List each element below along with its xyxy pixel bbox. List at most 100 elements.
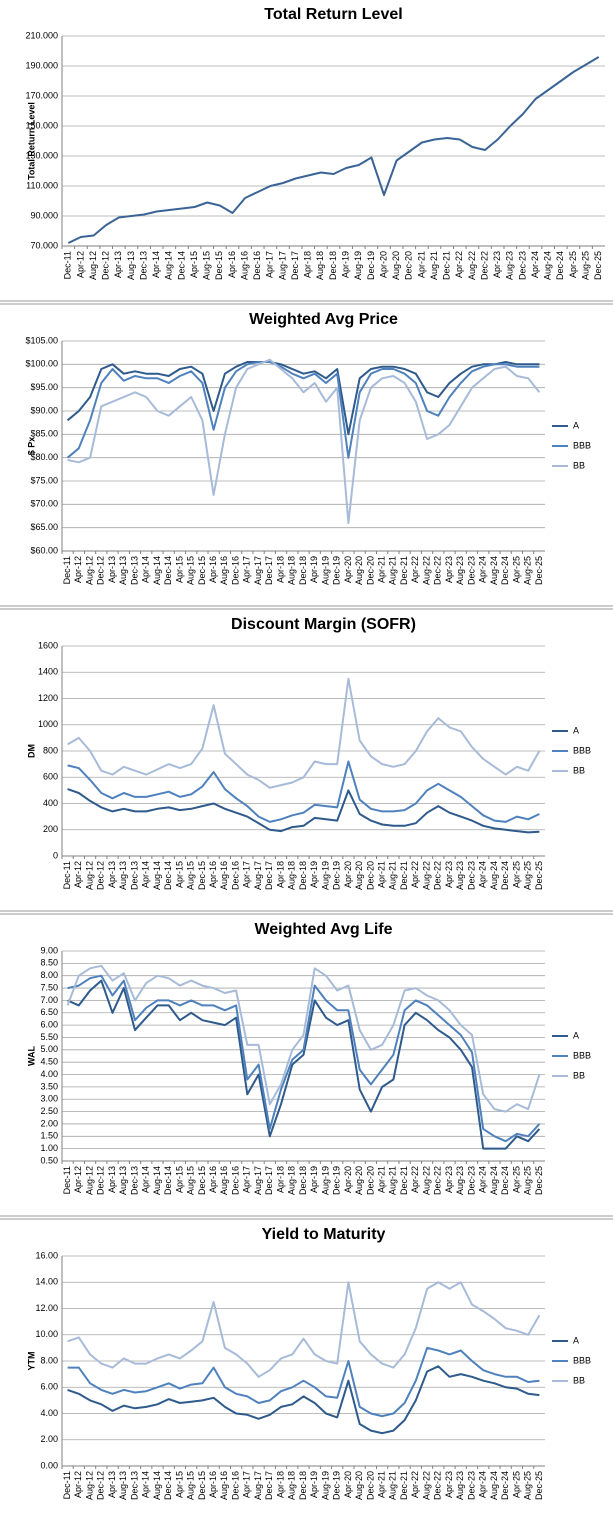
x-tick-label: Aug-23	[505, 251, 515, 280]
x-tick-label: Aug-19	[320, 1166, 330, 1195]
x-tick-label: Dec-22	[479, 251, 489, 280]
x-tick-label: Dec-24	[500, 1166, 510, 1195]
x-tick-label: Aug-18	[287, 556, 297, 585]
x-tick-label: Dec-20	[365, 861, 375, 890]
x-tick-label: Aug-25	[523, 1471, 533, 1500]
x-tick-label: Apr-14	[151, 251, 161, 278]
y-tick-label: 210.000	[25, 30, 58, 40]
x-tick-label: Dec-15	[197, 1166, 207, 1195]
x-tick-label: Dec-24	[500, 861, 510, 890]
x-tick-label: Dec-23	[466, 556, 476, 585]
y-tick-label: 110.000	[26, 180, 58, 190]
y-tick-label: 12.00	[35, 1303, 58, 1313]
x-tick-label: Apr-14	[141, 556, 151, 583]
x-tick-label: Aug-19	[320, 556, 330, 585]
x-tick-label: Aug-13	[118, 1471, 128, 1500]
y-tick-label: 5.50	[40, 1032, 58, 1042]
x-tick-label: Dec-25	[534, 1471, 544, 1500]
x-tick-label: Apr-12	[73, 861, 83, 888]
x-tick-label: Aug-15	[186, 1166, 196, 1195]
x-tick-label: Dec-25	[534, 1166, 544, 1195]
x-tick-label: Aug-21	[388, 556, 398, 585]
x-tick-label: Apr-24	[530, 251, 540, 278]
x-tick-label: Apr-13	[107, 556, 117, 583]
series-line	[67, 1281, 541, 1378]
x-tick-label: Apr-21	[377, 861, 387, 888]
x-tick-label: Apr-22	[454, 251, 464, 278]
x-tick-label: Dec-20	[365, 1471, 375, 1500]
x-tick-label: Apr-20	[343, 861, 353, 888]
y-tick-label: 6.00	[40, 1382, 58, 1392]
y-tick-label: 6.50	[40, 1007, 58, 1017]
x-tick-label: Dec-19	[332, 1471, 342, 1500]
x-tick-label: Apr-12	[73, 1166, 83, 1193]
legend-label: A	[573, 725, 579, 735]
y-tick-label: $95.00	[30, 382, 58, 392]
x-tick-label: Aug-24	[543, 251, 553, 280]
x-tick-label: Apr-13	[107, 1471, 117, 1498]
x-tick-label: Dec-12	[96, 1471, 106, 1500]
x-tick-label: Apr-20	[343, 556, 353, 583]
x-tick-label: Dec-12	[96, 1166, 106, 1195]
x-tick-label: Apr-15	[174, 1166, 184, 1193]
series-line	[67, 1365, 540, 1435]
x-tick-label: Dec-21	[399, 861, 409, 890]
y-tick-label: $65.00	[30, 522, 58, 532]
x-tick-label: Dec-24	[500, 1471, 510, 1500]
x-tick-label: Apr-17	[242, 1471, 252, 1498]
legend-label: BB	[573, 1375, 585, 1385]
x-tick-label: Dec-23	[466, 861, 476, 890]
x-tick-label: Apr-24	[478, 861, 488, 888]
series-line	[66, 361, 540, 436]
x-tick-label: Apr-14	[141, 861, 151, 888]
x-tick-label: Dec-22	[433, 1471, 443, 1500]
x-tick-label: Apr-24	[478, 1166, 488, 1193]
series-line	[67, 56, 600, 244]
x-tick-label: Aug-24	[489, 861, 499, 890]
y-tick-label: 5.00	[40, 1044, 58, 1054]
x-tick-label: Dec-11	[62, 556, 72, 584]
x-tick-label: Dec-13	[138, 251, 148, 280]
x-tick-label: Dec-16	[230, 861, 240, 890]
x-tick-label: Dec-13	[129, 1166, 139, 1195]
x-tick-label: Aug-23	[455, 861, 465, 890]
y-tick-label: 1.50	[40, 1131, 58, 1141]
legend-label: A	[573, 1030, 579, 1040]
x-tick-label: Dec-19	[366, 251, 376, 280]
y-tick-label: 190.000	[25, 60, 58, 70]
x-tick-label: Apr-16	[208, 1166, 218, 1193]
x-tick-label: Aug-22	[421, 1471, 431, 1500]
x-tick-label: Dec-12	[96, 556, 106, 585]
x-tick-label: Aug-23	[455, 1471, 465, 1500]
legend-label: BBB	[573, 1355, 591, 1365]
x-tick-label: Aug-17	[253, 1166, 263, 1195]
x-tick-label: Aug-21	[388, 1471, 398, 1500]
x-tick-label: Apr-16	[208, 1471, 218, 1498]
x-tick-label: Apr-20	[378, 251, 388, 278]
x-tick-label: Aug-13	[126, 251, 136, 280]
chart-title: Discount Margin (SOFR)	[231, 616, 416, 633]
y-tick-label: 800	[43, 745, 58, 755]
x-tick-label: Dec-19	[332, 556, 342, 585]
x-tick-label: Aug-20	[354, 556, 364, 585]
x-tick-label: Aug-16	[239, 251, 249, 280]
x-tick-label: Dec-20	[365, 1166, 375, 1195]
x-tick-label: Aug-23	[455, 556, 465, 585]
x-tick-label: Aug-25	[523, 1166, 533, 1195]
x-tick-label: Apr-21	[416, 251, 426, 278]
x-tick-label: Apr-25	[511, 861, 521, 888]
x-tick-label: Aug-14	[164, 251, 174, 280]
x-tick-label: Dec-14	[163, 1166, 173, 1195]
y-tick-label: 8.50	[40, 958, 58, 968]
x-tick-label: Apr-15	[174, 861, 184, 888]
x-tick-label: Aug-12	[88, 251, 98, 280]
y-tick-label: 9.00	[40, 945, 58, 955]
chart-title: Yield to Maturity	[262, 1226, 386, 1243]
y-tick-label: 400	[43, 798, 58, 808]
x-tick-label: Dec-17	[264, 1166, 274, 1195]
y-tick-label: 4.00	[40, 1069, 58, 1079]
x-tick-label: Dec-19	[332, 1166, 342, 1195]
legend-label: BB	[573, 460, 585, 470]
x-tick-label: Apr-21	[377, 1471, 387, 1498]
x-tick-label: Apr-20	[343, 1471, 353, 1498]
